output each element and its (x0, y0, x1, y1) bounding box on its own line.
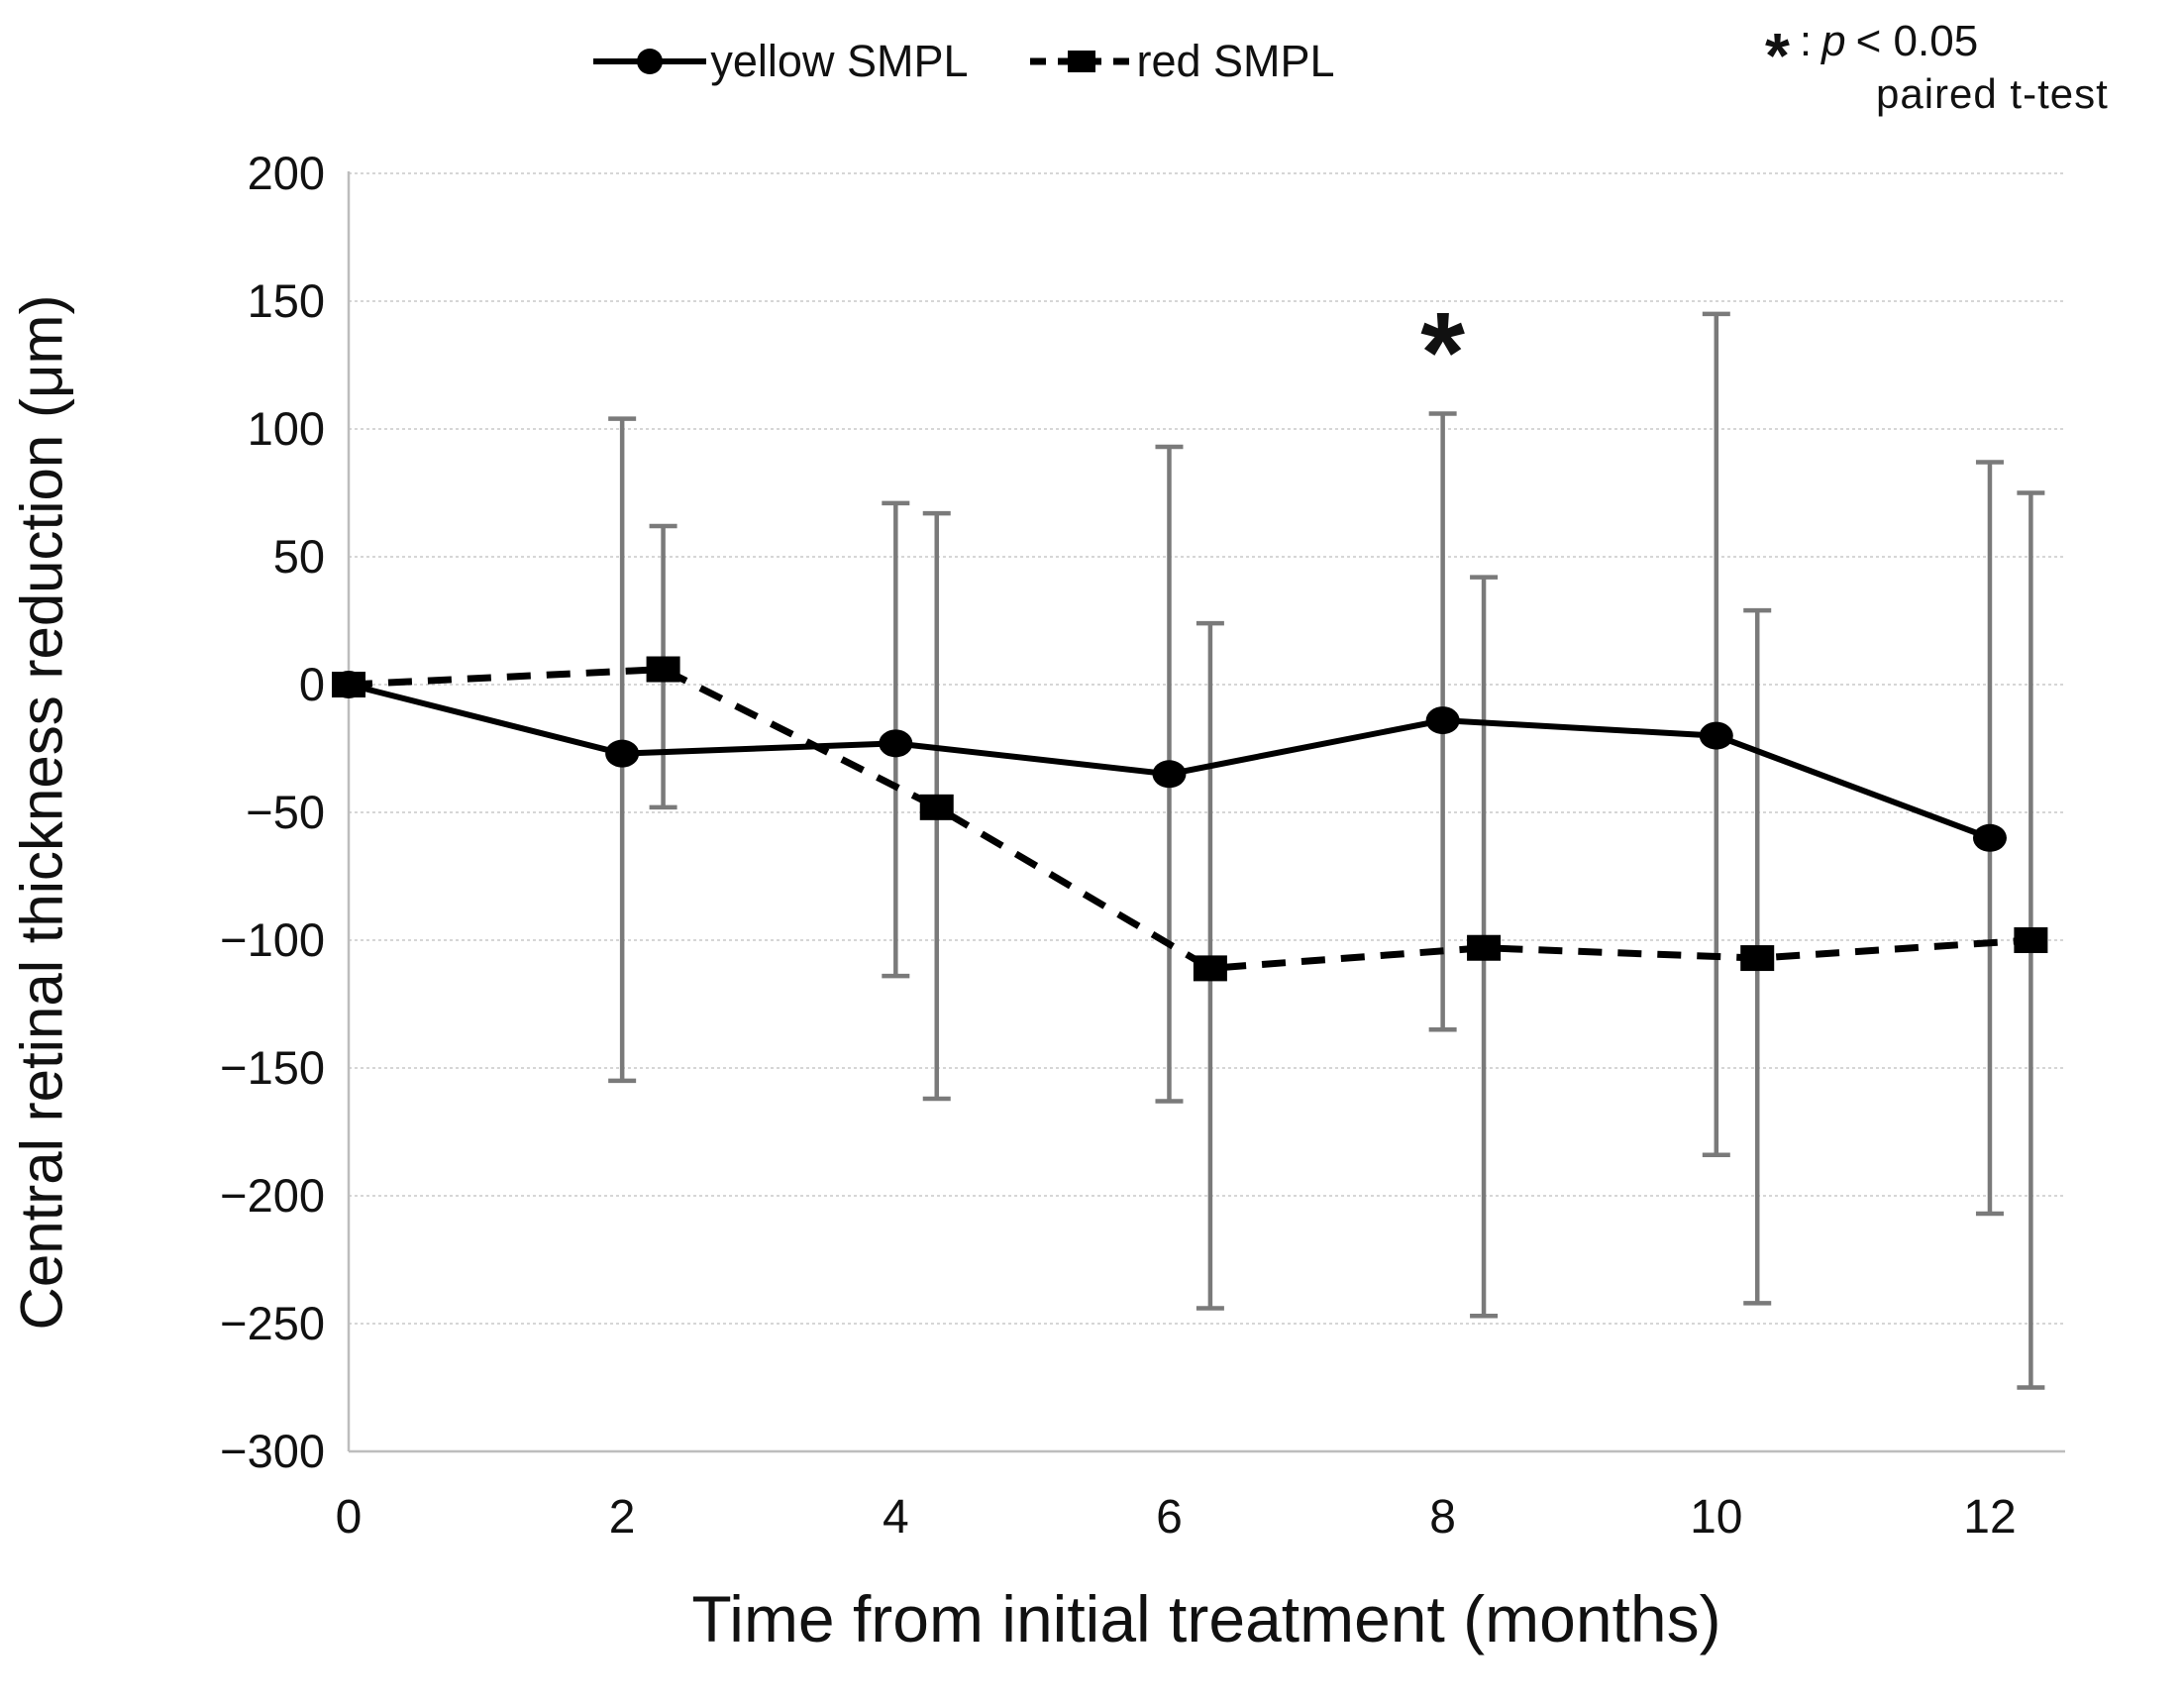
y-axis-title: Central retinal thickness reduction (μm) (8, 294, 75, 1331)
marker-circle-yellow-smpl (1699, 721, 1733, 750)
solid-line-circle-marker-icon (591, 42, 708, 81)
x-tick-label: 8 (1429, 1491, 1456, 1544)
p-symbol: p (1821, 17, 1846, 65)
significance-note-method: paired t-test (1876, 70, 2109, 117)
dashed-line-square-marker-icon (1028, 42, 1135, 81)
legend-label-red-smpl: red SMPL (1136, 36, 1335, 86)
marker-square-red-smpl (1740, 945, 1775, 972)
marker-circle-yellow-smpl (1425, 706, 1460, 735)
significance-note: * : p < 0.05 paired t-test (1765, 14, 2109, 121)
significance-note-line1: * : p < 0.05 (1765, 14, 2109, 87)
y-tick-label: 150 (248, 274, 325, 327)
significance-note-separator: : (1799, 17, 1813, 65)
marker-circle-yellow-smpl (605, 739, 640, 768)
marker-circle-yellow-smpl (1152, 760, 1187, 789)
y-tick-label: 200 (248, 147, 325, 199)
y-tick-label: −150 (220, 1041, 325, 1094)
x-tick-label: 12 (1963, 1491, 2016, 1544)
y-tick-label: −100 (220, 913, 325, 966)
y-tick-label: −50 (246, 786, 325, 838)
x-tick-label: 0 (336, 1491, 363, 1544)
legend-item-red-smpl: red SMPL (1028, 36, 1335, 87)
legend-label-yellow-smpl: yellow SMPL (710, 36, 969, 86)
x-axis-title: Time from initial treatment (months) (691, 1582, 1721, 1655)
chart-legend: yellow SMPL red SMPL (0, 36, 2055, 87)
significance-threshold: < 0.05 (1855, 17, 1979, 65)
y-tick-label: −250 (220, 1297, 325, 1349)
series-line-red-smpl (348, 665, 2031, 972)
y-tick-label: 0 (299, 658, 325, 710)
marker-circle-yellow-smpl (1972, 823, 2007, 852)
y-tick-label: 100 (248, 402, 325, 455)
y-tick-label: −300 (220, 1425, 325, 1477)
marker-circle-yellow-smpl (879, 729, 913, 758)
x-tick-label: 10 (1690, 1491, 1742, 1544)
x-tick-label: 4 (883, 1491, 909, 1544)
x-tick-label: 2 (609, 1491, 636, 1544)
x-tick-label: 6 (1156, 1491, 1183, 1544)
marker-square-red-smpl (2014, 927, 2048, 953)
marker-square-red-smpl (1193, 955, 1227, 982)
y-tick-label: −200 (220, 1169, 325, 1222)
significance-asterisk: * (1420, 290, 1465, 417)
marker-square-red-smpl (1467, 934, 1502, 961)
legend-item-yellow-smpl: yellow SMPL (591, 36, 969, 87)
y-tick-label: 50 (273, 530, 325, 583)
marker-square-red-smpl (332, 672, 365, 697)
marker-square-red-smpl (919, 794, 954, 820)
marker-square-red-smpl (646, 656, 680, 683)
